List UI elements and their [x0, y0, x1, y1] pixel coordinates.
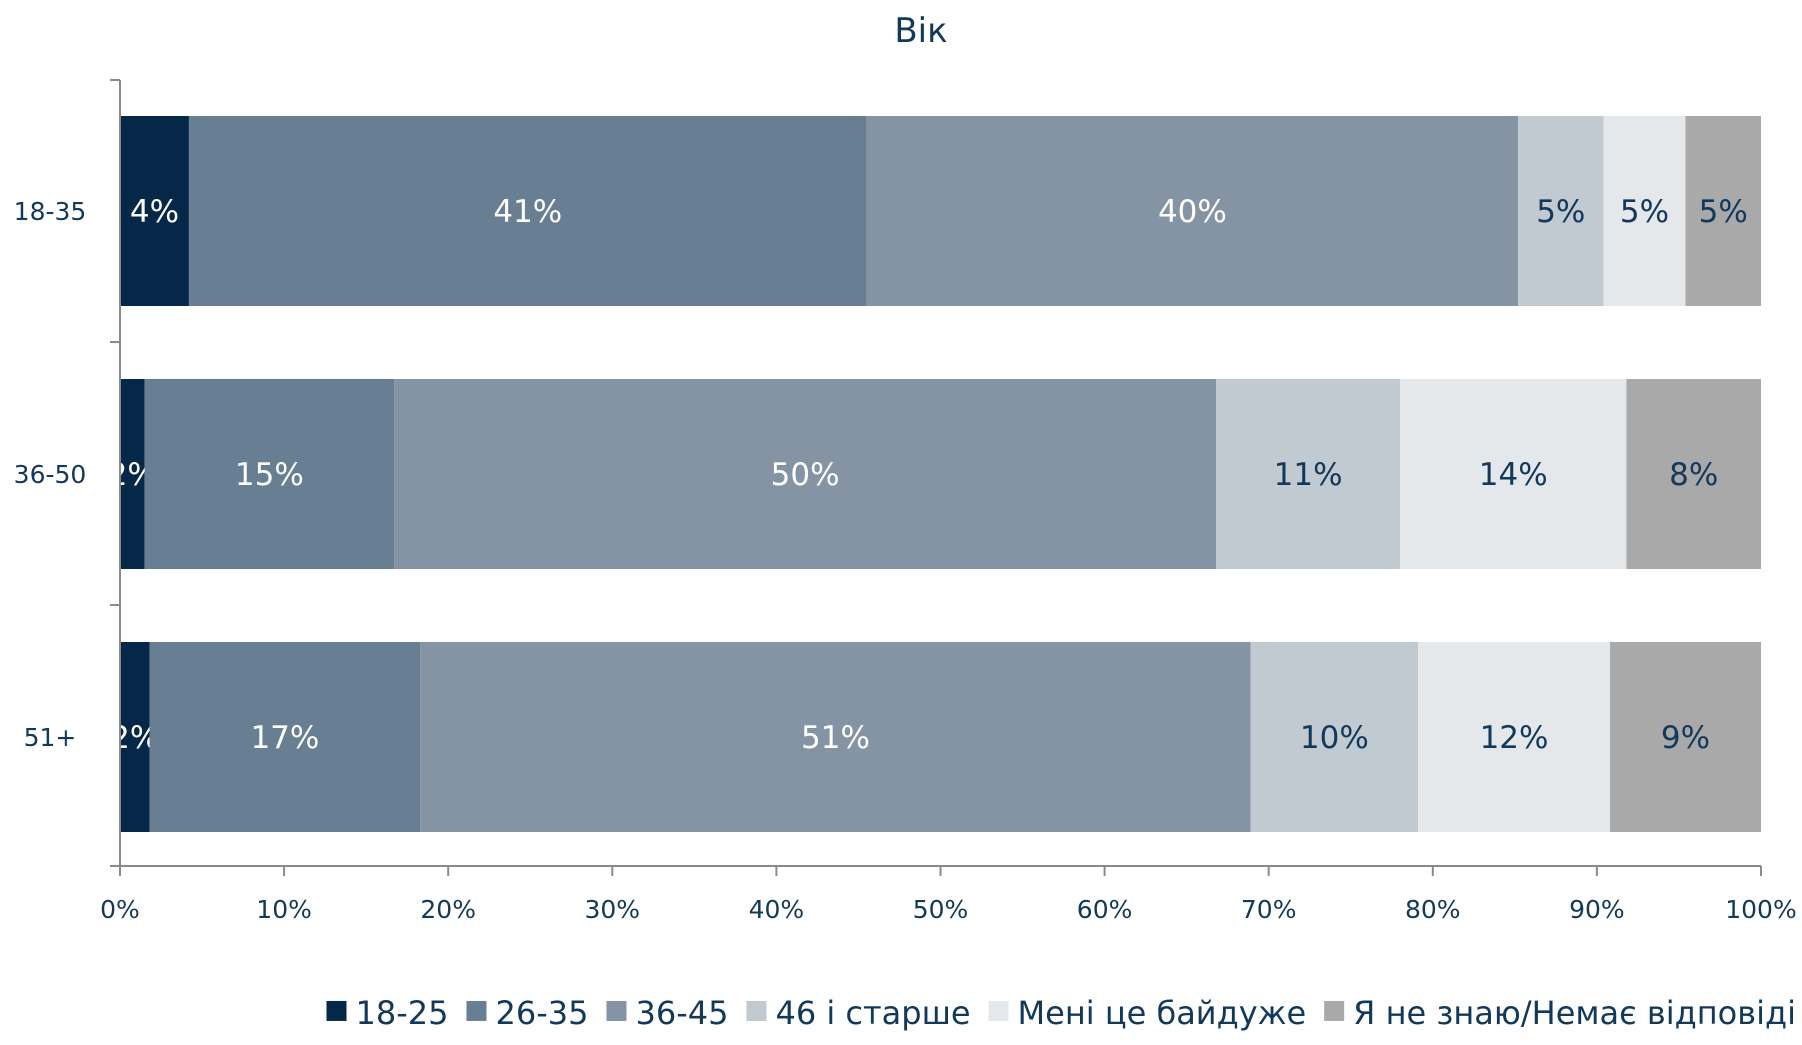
- bar-segment: [866, 116, 1519, 306]
- bar-segment: [120, 379, 145, 569]
- x-tick-label: 90%: [1569, 895, 1625, 924]
- legend-swatch: [466, 1000, 487, 1021]
- x-tick-label: 40%: [749, 895, 805, 924]
- legend-swatch: [746, 1000, 767, 1021]
- data-label: 5%: [1620, 194, 1669, 230]
- bar-segment: [1418, 642, 1611, 832]
- legend-label: 46 і старше: [775, 994, 970, 1032]
- y-tick-label: 51+: [24, 723, 77, 752]
- data-label: 14%: [1479, 457, 1548, 493]
- legend-label: 36-45: [635, 994, 728, 1032]
- data-label: 4%: [130, 194, 179, 230]
- y-tick-label: 36-50: [14, 460, 87, 489]
- data-label: 40%: [1158, 194, 1227, 230]
- plot-area: 4% 41% 40% 5% 5% 5%18-352% 15% 50% 11% 14% 8%36-50…: [14, 79, 1797, 924]
- legend-label: Я не знаю/Немає відповіді: [1353, 994, 1796, 1032]
- chart-title: Вік: [894, 11, 947, 51]
- legend-swatch: [1324, 1000, 1345, 1021]
- data-label: 15%: [235, 457, 304, 493]
- legend-swatch: [988, 1000, 1009, 1021]
- y-tick-label: 18-35: [14, 197, 87, 226]
- bar-segment: [1216, 379, 1400, 569]
- x-tick-label: 100%: [1725, 895, 1796, 924]
- bar-segment: [1685, 116, 1761, 306]
- data-label: 51%: [801, 720, 870, 756]
- legend-item: 36-45: [606, 994, 728, 1032]
- data-label: 11%: [1274, 457, 1343, 493]
- data-label: 9%: [1661, 720, 1710, 756]
- x-tick-label: 60%: [1077, 895, 1133, 924]
- bar-segment: [1518, 116, 1604, 306]
- bar-segment: [1610, 642, 1761, 832]
- data-label: 10%: [1300, 720, 1369, 756]
- legend-item: Мені це байдуже: [988, 994, 1307, 1032]
- x-tick-label: 20%: [420, 895, 476, 924]
- legend-item: 18-25: [326, 994, 449, 1032]
- x-tick-label: 70%: [1241, 895, 1297, 924]
- bar-segment: [394, 379, 1217, 569]
- data-label: 17%: [250, 720, 319, 756]
- legend: 18-25 26-35 36-45 46 і старше Мені це байдуж…: [326, 994, 1796, 1032]
- bar-segment: [120, 116, 189, 306]
- bar-segment: [144, 379, 395, 569]
- legend-label: 18-25: [356, 994, 449, 1032]
- data-label: 5%: [1699, 194, 1748, 230]
- data-label: 8%: [1669, 457, 1718, 493]
- legend-item: 46 і старше: [746, 994, 971, 1032]
- bar-segment: [1626, 379, 1761, 569]
- legend-item: 26-35: [466, 994, 588, 1032]
- x-tick-label: 0%: [100, 895, 140, 924]
- data-label: 50%: [771, 457, 840, 493]
- bar-segment: [420, 642, 1251, 832]
- data-label: 41%: [493, 194, 562, 230]
- bar-segment: [1603, 116, 1686, 306]
- x-tick-label: 10%: [256, 895, 312, 924]
- legend-swatch: [326, 1000, 347, 1021]
- legend-label: 26-35: [495, 994, 588, 1032]
- data-label: 12%: [1480, 720, 1549, 756]
- legend-label: Мені це байдуже: [1018, 994, 1307, 1032]
- x-tick-label: 30%: [585, 895, 641, 924]
- data-label: 5%: [1536, 194, 1585, 230]
- bar-segment: [149, 642, 421, 832]
- bar-segment: [188, 116, 867, 306]
- bar-segment: [1399, 379, 1627, 569]
- x-tick-label: 50%: [913, 895, 969, 924]
- bar-segment: [120, 642, 150, 832]
- bar-segment: [1250, 642, 1419, 832]
- legend-swatch: [606, 1000, 627, 1021]
- x-tick-label: 80%: [1405, 895, 1461, 924]
- legend-item: Я не знаю/Немає відповіді: [1324, 994, 1796, 1032]
